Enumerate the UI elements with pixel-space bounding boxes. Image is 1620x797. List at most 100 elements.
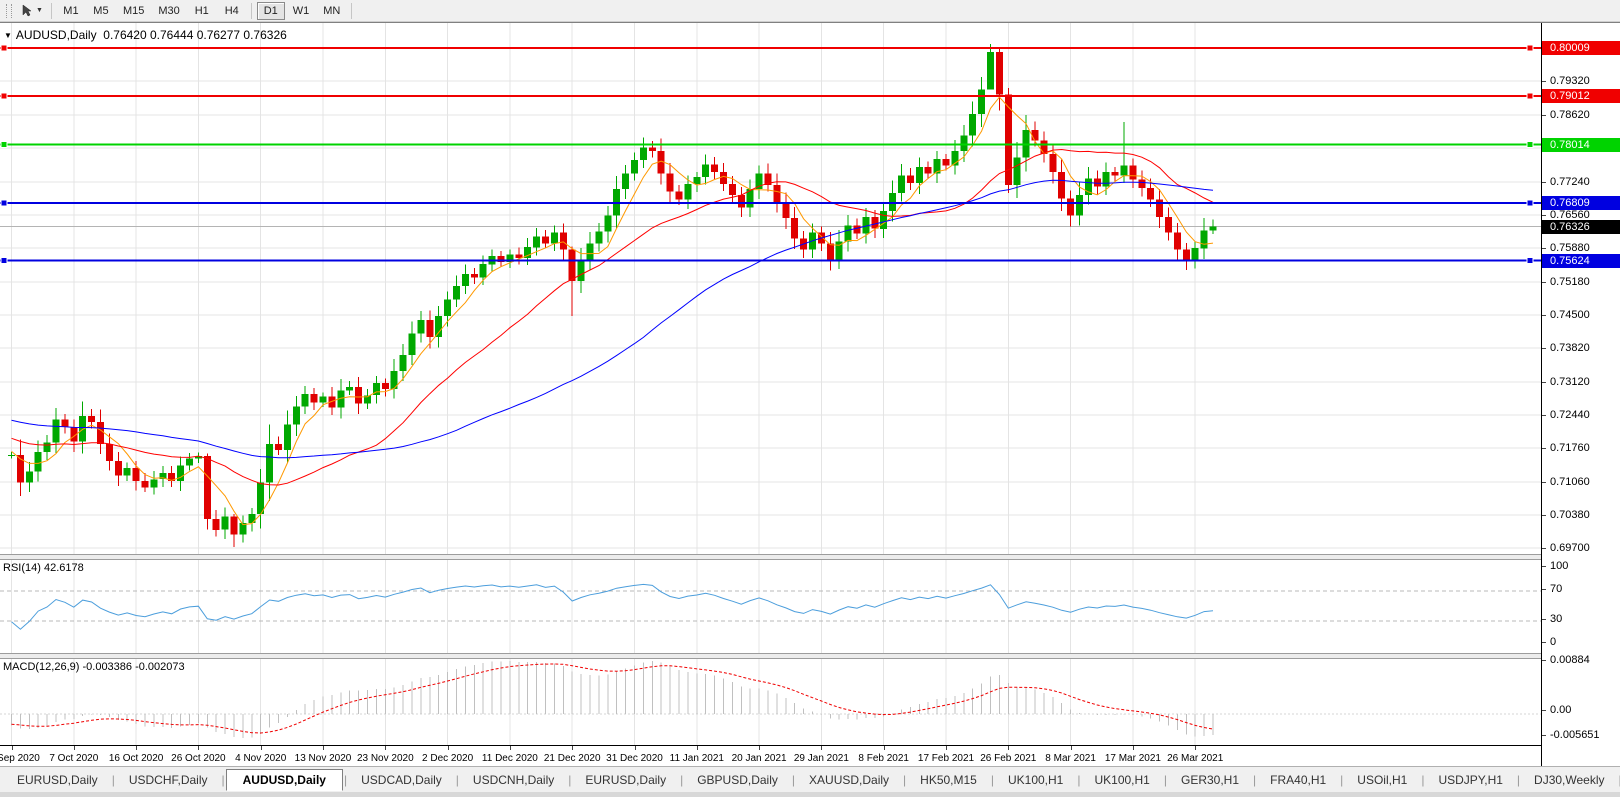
- date-label: 13 Nov 2020: [294, 753, 352, 764]
- date-label: 23 Nov 2020: [356, 753, 414, 764]
- chart-symbol-label: AUDUSD,Daily: [15, 28, 97, 42]
- axis-tick: [1542, 482, 1546, 483]
- axis-tick: [1542, 382, 1546, 383]
- axis-tick: [1542, 619, 1546, 620]
- tab-separator: |: [791, 772, 796, 787]
- price-tick-label: 0.70380: [1550, 509, 1590, 521]
- tab-DJ30-Weekly-15[interactable]: DJ30,Weekly: [1534, 772, 1605, 787]
- tab-USDCHF-Daily-1[interactable]: USDCHF,Daily: [128, 772, 208, 787]
- tab-HK50-M15-8[interactable]: HK50,M15: [920, 772, 977, 787]
- main-chart-panel[interactable]: ▼ AUDUSD,Daily 0.76420 0.76444 0.76277 0.…: [0, 23, 1541, 554]
- macd-tick-label: 0.00: [1550, 704, 1572, 716]
- level-price-badge: 0.79012: [1542, 89, 1620, 103]
- tab-EURUSD-Daily-5[interactable]: EURUSD,Daily: [585, 772, 667, 787]
- rsi-label: RSI(14) 42.6178: [3, 562, 84, 574]
- price-tick-label: 0.76560: [1550, 209, 1590, 221]
- date-label: 21 Dec 2020: [543, 753, 601, 764]
- date-label: 8 Mar 2021: [1045, 753, 1096, 764]
- toolbar-dropdown-caret-icon[interactable]: ▼: [36, 7, 43, 14]
- date-tick: [1070, 746, 1072, 750]
- toolbar-grip[interactable]: [6, 3, 12, 18]
- candlestick-plot[interactable]: [0, 23, 1541, 554]
- axis-tick: [1542, 589, 1546, 590]
- date-tick: [759, 746, 761, 750]
- axis-tick: [1542, 448, 1546, 449]
- macd-indicator-panel[interactable]: MACD(12,26,9) -0.003386 -0.002073: [0, 659, 1541, 745]
- tab-separator: |: [343, 772, 348, 787]
- chart-window: ▼ AUDUSD,Daily 0.76420 0.76444 0.76277 0.…: [0, 22, 1620, 771]
- cursor-tool-button[interactable]: ▼: [16, 1, 47, 21]
- chart-tab-bar: EURUSD,Daily | USDCHF,Daily | AUDUSD,Daily | U…: [0, 766, 1620, 792]
- tab-separator: |: [1421, 772, 1425, 787]
- timeframe-button-MN[interactable]: MN: [317, 2, 346, 20]
- rsi-plot[interactable]: [0, 560, 1541, 653]
- date-tick: [634, 746, 636, 750]
- tab-FRA40-H1-12[interactable]: FRA40,H1: [1270, 772, 1327, 787]
- timeframe-button-H4[interactable]: H4: [218, 2, 246, 20]
- tab-separator: |: [221, 772, 225, 787]
- date-tick: [1008, 746, 1010, 750]
- level-price-badge: 0.76809: [1542, 196, 1620, 210]
- axis-tick: [1542, 115, 1546, 116]
- tab-separator: |: [990, 772, 994, 787]
- panel-splitter[interactable]: [0, 653, 1541, 659]
- tab-separator: |: [1618, 773, 1620, 787]
- tab-EURUSD-Daily-0[interactable]: EURUSD,Daily: [17, 772, 98, 787]
- tab-separator: |: [903, 772, 907, 787]
- chart-title: ▼ AUDUSD,Daily 0.76420 0.76444 0.76277 0.…: [4, 28, 287, 42]
- date-tick: [198, 746, 200, 750]
- axis-tick: [1542, 710, 1546, 711]
- date-tick: [1132, 746, 1134, 750]
- date-label: 20 Jan 2021: [731, 753, 787, 764]
- date-tick: [572, 746, 574, 750]
- axis-tick: [1542, 735, 1546, 736]
- timeframe-button-H1[interactable]: H1: [188, 2, 216, 20]
- date-label: 8 Feb 2021: [858, 753, 909, 764]
- date-tick: [385, 746, 387, 750]
- toolbar-separator: [50, 2, 52, 19]
- date-tick: [260, 746, 262, 750]
- macd-plot[interactable]: [0, 659, 1541, 745]
- macd-label: MACD(12,26,9) -0.003386 -0.002073: [3, 661, 185, 673]
- date-label: 26 Feb 2021: [980, 753, 1037, 764]
- date-label: 7 Oct 2020: [49, 753, 99, 764]
- tab-UK100-H1-10[interactable]: UK100,H1: [1094, 772, 1150, 787]
- timeframe-button-M15[interactable]: M15: [117, 2, 150, 20]
- price-tick-label: 0.73820: [1550, 342, 1590, 354]
- axis-tick: [1542, 248, 1546, 249]
- tab-USDCAD-Daily-3[interactable]: USDCAD,Daily: [361, 772, 442, 787]
- date-label: 31 Dec 2020: [606, 753, 663, 764]
- toolbar-separator: [250, 2, 252, 19]
- timeframe-button-M1[interactable]: M1: [57, 2, 85, 20]
- date-tick: [509, 746, 511, 750]
- rsi-indicator-panel[interactable]: RSI(14) 42.6178: [0, 560, 1541, 653]
- date-label: 4 Nov 2020: [235, 753, 287, 764]
- price-tick-label: 0.79320: [1550, 75, 1590, 87]
- date-label: 16 Oct 2020: [108, 753, 164, 764]
- tab-UK100-H1-9[interactable]: UK100,H1: [1007, 772, 1064, 787]
- date-label: 26 Mar 2021: [1167, 753, 1224, 764]
- rsi-tick-label: 70: [1550, 583, 1563, 595]
- price-axis[interactable]: 0.793200.786200.779400.772400.765600.758…: [1541, 23, 1620, 767]
- tab-GBPUSD-Daily-6[interactable]: GBPUSD,Daily: [697, 772, 778, 787]
- tab-GER30-H1-11[interactable]: GER30,H1: [1180, 772, 1240, 787]
- price-tick-label: 0.75180: [1550, 276, 1590, 288]
- price-tick-label: 0.73120: [1550, 376, 1590, 388]
- collapse-chart-icon[interactable]: ▼: [4, 31, 12, 40]
- timeframe-button-W1[interactable]: W1: [287, 2, 316, 20]
- tab-separator: |: [568, 772, 572, 787]
- date-label: 17 Feb 2021: [917, 753, 975, 764]
- tab-AUDUSD-Daily-2[interactable]: AUDUSD,Daily: [225, 768, 343, 791]
- tab-USDCNH-Daily-4[interactable]: USDCNH,Daily: [472, 772, 555, 787]
- tab-USOil-H1-13[interactable]: USOil,H1: [1357, 772, 1408, 787]
- axis-tick: [1542, 81, 1546, 82]
- timeframe-button-M5[interactable]: M5: [87, 2, 115, 20]
- timeframe-button-D1[interactable]: D1: [256, 1, 285, 20]
- panel-splitter[interactable]: [0, 554, 1541, 560]
- date-tick: [821, 746, 823, 750]
- tab-USDJPY-H1-14[interactable]: USDJPY,H1: [1438, 772, 1503, 787]
- tab-separator: |: [1077, 772, 1081, 787]
- timeframe-button-M30[interactable]: M30: [152, 2, 185, 20]
- tab-XAUUSD-Daily-7[interactable]: XAUUSD,Daily: [809, 772, 890, 787]
